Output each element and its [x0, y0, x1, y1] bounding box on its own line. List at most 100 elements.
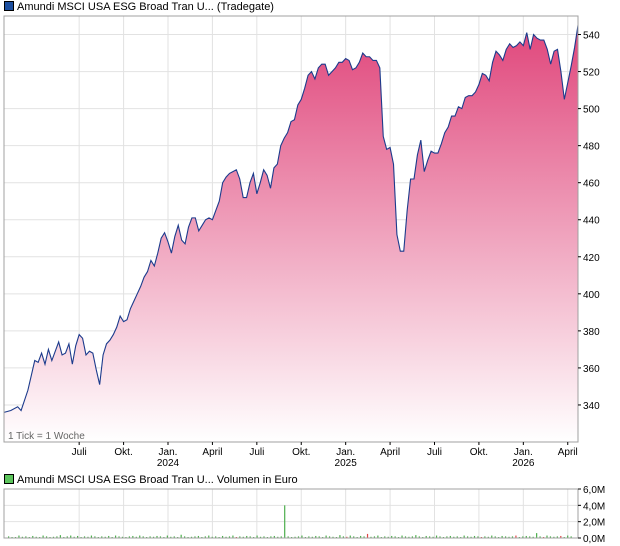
- price-y-tick-label: 520: [583, 68, 600, 79]
- volume-bar: [277, 536, 279, 538]
- price-line: [3, 25, 579, 413]
- volume-legend: Amundi MSCI USA ESG Broad Tran U... Volu…: [4, 473, 298, 487]
- volume-bar: [270, 536, 272, 538]
- volume-bar: [370, 536, 372, 538]
- price-x-tick-label: Juli: [427, 447, 442, 458]
- volume-bar: [239, 536, 241, 538]
- price-x-tick-label: Okt.: [470, 447, 488, 458]
- volume-bar: [366, 533, 369, 538]
- volume-bar: [511, 536, 514, 538]
- volume-bar: [159, 536, 162, 538]
- volume-bar: [156, 535, 158, 538]
- volume-y-tick-label: 6,0M: [583, 485, 605, 496]
- volume-bar: [508, 536, 510, 538]
- volume-bar: [373, 536, 376, 538]
- volume-bar: [453, 536, 455, 538]
- volume-bar: [18, 535, 20, 538]
- volume-bar: [232, 535, 234, 538]
- volume-bar: [135, 536, 137, 538]
- price-y-tick-label: 500: [583, 105, 600, 116]
- volume-bar: [184, 536, 186, 538]
- price-x-tick-label: Okt.: [114, 447, 132, 458]
- tick-note: 1 Tick = 1 Woche: [8, 431, 85, 442]
- volume-bar: [529, 536, 531, 538]
- price-x-tick-label: Jan.: [159, 447, 178, 458]
- price-y-tick-label: 540: [583, 31, 600, 42]
- price-y-tick-label: 340: [583, 401, 600, 412]
- volume-bar: [242, 536, 244, 538]
- volume-bar: [35, 536, 37, 538]
- volume-bar: [456, 536, 458, 538]
- volume-bar: [128, 536, 130, 538]
- volume-bar: [525, 535, 527, 538]
- volume-bar: [325, 535, 327, 538]
- volume-bar: [83, 536, 86, 538]
- volume-bar: [470, 536, 472, 538]
- volume-bar: [411, 536, 413, 538]
- volume-bar: [494, 536, 496, 538]
- volume-frame: [3, 488, 579, 539]
- volume-bar: [308, 536, 310, 538]
- volume-bar: [66, 536, 68, 538]
- volume-bar: [56, 536, 58, 538]
- price-x-tick-label: April: [380, 447, 400, 458]
- price-area-fill: [4, 25, 578, 443]
- volume-bar: [108, 535, 110, 538]
- volume-bar: [104, 536, 106, 538]
- price-x-year-label: 2025: [335, 458, 358, 469]
- volume-bar: [284, 505, 286, 538]
- volume-bar: [353, 536, 355, 538]
- volume-bar: [42, 535, 44, 538]
- volume-bar: [522, 536, 524, 538]
- volume-y-axis: 0,0M 2,0M 4,0M 6,0M: [578, 485, 605, 545]
- volume-bar: [204, 536, 206, 538]
- volume-bar: [449, 535, 451, 538]
- price-frame: [3, 15, 579, 443]
- volume-bar: [263, 536, 265, 538]
- price-x-tick-label: Jan.: [336, 447, 355, 458]
- volume-bar: [315, 535, 317, 538]
- volume-bar: [349, 535, 351, 538]
- volume-bar: [439, 536, 441, 538]
- volume-bar: [404, 536, 407, 538]
- volume-bar: [173, 536, 175, 538]
- volume-bar: [556, 536, 558, 538]
- volume-bar: [259, 536, 262, 538]
- price-y-tick-label: 380: [583, 327, 600, 338]
- volume-bar: [391, 535, 393, 538]
- volume-bar: [504, 536, 507, 538]
- volume-bar: [221, 535, 224, 538]
- price-y-tick-label: 480: [583, 142, 600, 153]
- price-legend: Amundi MSCI USA ESG Broad Tran U... (Tra…: [4, 0, 274, 14]
- volume-bar: [553, 536, 555, 538]
- volume-bar: [280, 536, 282, 538]
- volume-bar: [549, 536, 552, 538]
- price-y-tick-label: 440: [583, 216, 600, 227]
- volume-bar: [59, 535, 61, 538]
- volume-y-tick-label: 0,0M: [583, 534, 605, 545]
- volume-bar: [90, 535, 93, 538]
- price-area: [3, 25, 579, 443]
- volume-bar: [473, 535, 476, 538]
- volume-bar: [539, 536, 541, 538]
- price-y-tick-label: 360: [583, 364, 600, 375]
- volume-bar: [287, 536, 289, 538]
- volume-bar: [211, 536, 213, 538]
- volume-bar: [139, 535, 141, 538]
- volume-bar: [246, 535, 248, 538]
- volume-bar: [197, 535, 200, 538]
- volume-plot-border: [3, 488, 579, 539]
- volume-bar: [570, 536, 572, 538]
- volume-bar: [491, 535, 493, 538]
- volume-bar: [408, 536, 410, 538]
- volume-bar: [546, 535, 548, 538]
- volume-bar: [432, 536, 434, 538]
- price-y-tick-label: 400: [583, 290, 600, 301]
- volume-bar: [149, 536, 151, 538]
- volume-bar: [52, 536, 55, 538]
- price-x-tick-label: Juli: [249, 447, 264, 458]
- volume-bar: [32, 535, 34, 538]
- volume-bar: [118, 536, 120, 538]
- price-legend-swatch: [4, 1, 14, 11]
